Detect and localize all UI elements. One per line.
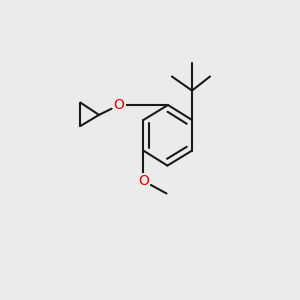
Text: O: O	[138, 174, 149, 188]
Text: O: O	[114, 98, 124, 112]
